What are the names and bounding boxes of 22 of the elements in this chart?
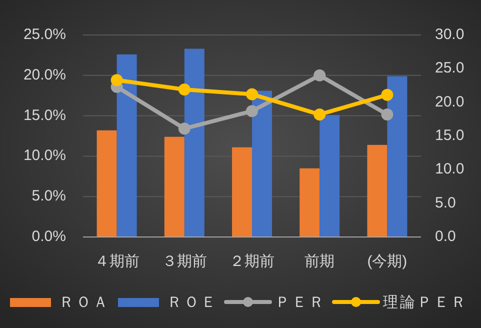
x-tick-label: ２期前 [230,252,274,270]
legend-label: ＲＯＡ [59,294,110,311]
y-tick-label: 5.0% [32,188,66,205]
y-tick-label: 0.0% [32,228,66,245]
legend-label: 理論ＰＥＲ [383,294,468,311]
y2-tick-label: 30.0 [435,26,464,43]
x-tick-label: 前期 [304,252,335,270]
x-tick-label: ３期前 [162,252,207,270]
y2-tick-label: 15.0 [435,126,464,144]
y2-tick-label: 10.0 [435,160,464,178]
legend-label: ＰＥＲ [275,294,326,311]
legend-label: ＲＯＥ [167,294,218,311]
x-tick-label: ４期前 [94,252,140,270]
y2-tick-label: 0.0 [435,228,456,245]
y-tick-label: 15.0% [23,106,66,124]
y2-tick-label: 25.0 [435,60,464,77]
y2-tick-label: 5.0 [435,194,456,212]
y2-tick-label: 20.0 [435,93,464,110]
y-tick-label: 20.0% [23,66,66,84]
y-tick-label: 10.0% [23,147,66,164]
y-tick-label: 25.0% [23,26,66,43]
x-tick-label: (今期) [367,252,408,270]
